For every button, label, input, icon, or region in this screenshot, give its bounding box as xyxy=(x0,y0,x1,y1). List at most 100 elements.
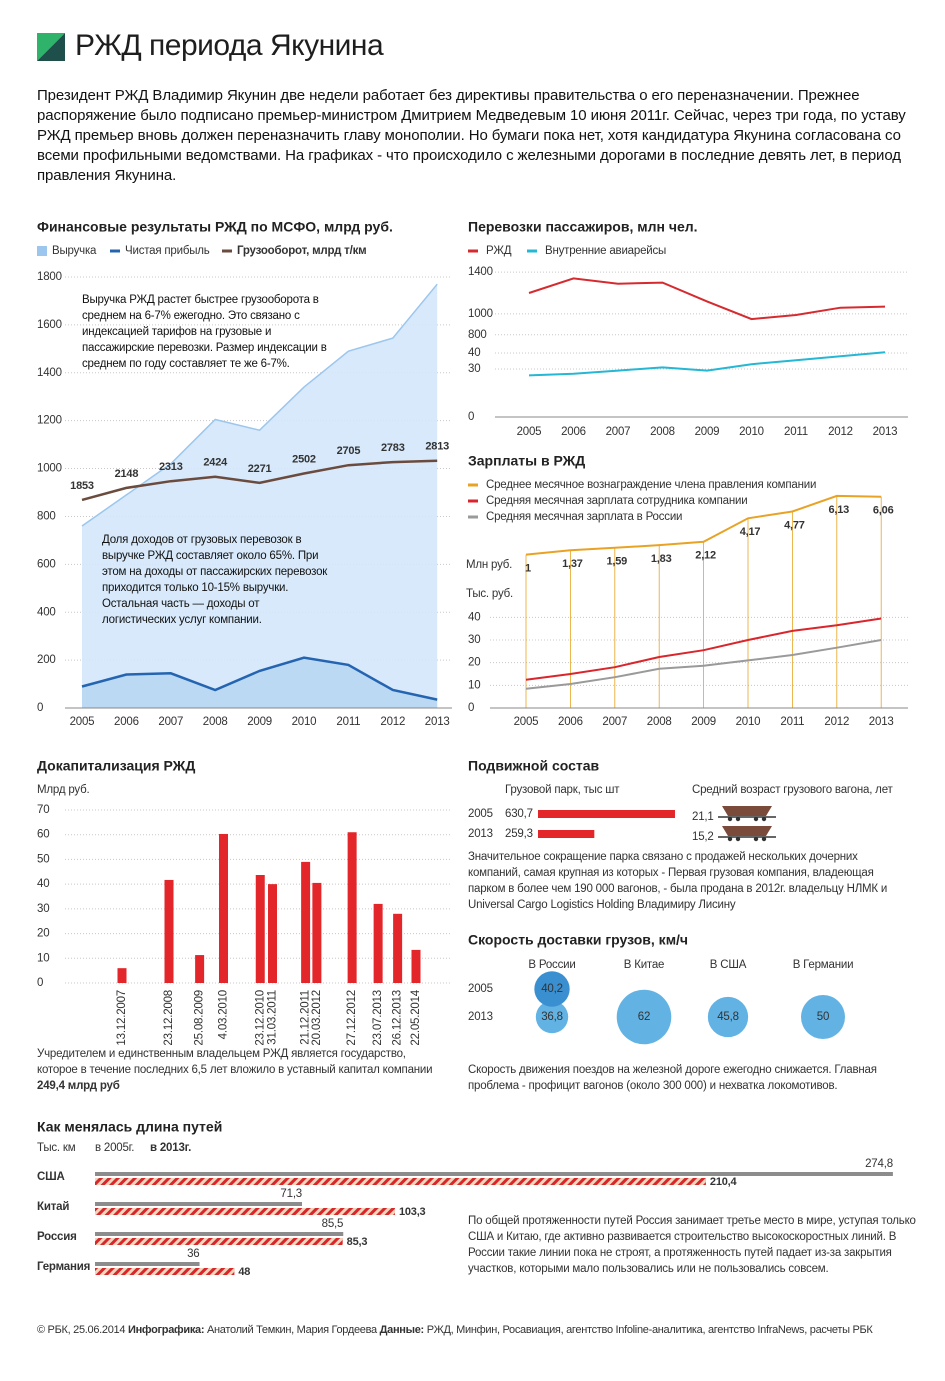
x-tick-label: 2006 xyxy=(114,716,139,728)
chart-title: Скорость доставки грузов, км/ч xyxy=(468,932,688,948)
x-tick-label: 26.12.2013 xyxy=(392,990,404,1046)
legend-swatch xyxy=(468,499,478,503)
data-label: 40,2 xyxy=(541,983,563,995)
y-tick-label: 800 xyxy=(468,329,487,341)
x-tick-label: 2009 xyxy=(695,426,720,438)
bar xyxy=(301,861,311,983)
data-sources: РЖД, Минфин, Росавиация, агентство Infol… xyxy=(426,1324,873,1336)
bar xyxy=(195,955,205,983)
data-label: 36,8 xyxy=(541,1011,563,1023)
x-tick-label: 2008 xyxy=(647,716,672,728)
chart-title: Как менялась длина путей xyxy=(37,1119,222,1135)
wagon-wheel xyxy=(735,816,741,822)
x-tick-label: 13.12.2007 xyxy=(116,990,128,1046)
x-tick-label: 4.03.2010 xyxy=(218,990,230,1039)
column-head: В Германии xyxy=(793,959,854,971)
legend-swatch xyxy=(37,246,47,256)
row-label: Китай xyxy=(37,1201,69,1213)
data-label: 2783 xyxy=(381,442,405,454)
chart-title: Зарплаты в РЖД xyxy=(468,453,585,469)
logo-dark xyxy=(37,33,65,61)
y-tick-label: 10 xyxy=(468,679,480,691)
wagon-wheel xyxy=(753,836,759,842)
bubble xyxy=(535,1000,569,1034)
wagon-icon xyxy=(722,806,772,816)
data-label: 630,7 xyxy=(505,808,533,820)
bar xyxy=(538,830,595,838)
legend-label: Средняя месячная зарплата в России xyxy=(486,511,682,523)
column-head: В России xyxy=(528,959,575,971)
row-label: 2005 xyxy=(468,808,493,820)
y-tick-label: 400 xyxy=(37,606,56,618)
y-tick-label: 1200 xyxy=(37,415,62,427)
data-label: 85,5 xyxy=(322,1218,344,1230)
x-tick-label: 2011 xyxy=(336,716,360,728)
y-tick-label: 800 xyxy=(37,510,56,522)
x-tick-label: 23.07.2013 xyxy=(372,990,384,1046)
axis-title: Тыс. руб. xyxy=(466,588,513,600)
bar xyxy=(347,832,357,983)
graphics-label: Инфографика: xyxy=(127,1324,205,1336)
bar-stripes xyxy=(95,1238,343,1245)
bar xyxy=(538,810,675,818)
axis-title: Тыс. км xyxy=(37,1142,76,1154)
row-label: США xyxy=(37,1171,65,1183)
y-tick-label: 1000 xyxy=(468,308,493,320)
area xyxy=(82,657,438,708)
data-label: 103,3 xyxy=(399,1206,426,1218)
y-tick-label: 20 xyxy=(37,928,49,940)
legend-label: Выручка xyxy=(52,245,97,257)
chart-title: Перевозки пассажиров, млн чел. xyxy=(468,219,698,235)
legend-label: РЖД xyxy=(486,245,512,257)
annotation: Доля доходов от грузовых перевозок в выр… xyxy=(102,534,328,626)
line xyxy=(81,656,438,701)
line xyxy=(525,639,882,690)
bar xyxy=(95,1202,303,1206)
bar xyxy=(219,833,228,983)
line xyxy=(525,617,882,681)
bar xyxy=(117,968,127,983)
row-label: Россия xyxy=(37,1231,77,1243)
wagon-wheel xyxy=(753,816,759,822)
row-label: 2013 xyxy=(468,828,493,840)
column-head: В Китае xyxy=(624,959,665,971)
y-tick-label: 600 xyxy=(37,558,56,570)
line xyxy=(528,351,886,377)
data-label: 2813 xyxy=(425,441,449,453)
y-tick-label: 30 xyxy=(468,363,480,375)
y-tick-label: 1800 xyxy=(37,271,62,283)
annotation: Выручка РЖД растет быстрее грузооборота … xyxy=(82,294,327,370)
footer: © РБК, 25.06.2014 Инфографика: Анатолий … xyxy=(37,1322,927,1338)
bar xyxy=(312,882,322,983)
x-tick-label: 2010 xyxy=(292,716,317,728)
data-label: 1,59 xyxy=(606,556,627,568)
bubble xyxy=(616,989,672,1045)
area xyxy=(82,284,438,708)
y-tick-label: 20 xyxy=(468,657,480,669)
x-tick-label: 2006 xyxy=(561,426,586,438)
x-tick-label: 2007 xyxy=(602,716,627,728)
y-tick-label: 50 xyxy=(37,853,49,865)
bar xyxy=(393,913,403,983)
wagon-wheel xyxy=(735,836,741,842)
data-label: 4,77 xyxy=(784,519,805,531)
x-tick-label: 27.12.2012 xyxy=(346,990,358,1046)
bar xyxy=(255,874,265,983)
data-label: 50 xyxy=(817,1011,829,1023)
note: Учредителем и единственным владельцем РЖ… xyxy=(37,1046,437,1094)
bar xyxy=(268,884,277,983)
legend-label: в 2005г. xyxy=(95,1142,134,1154)
line xyxy=(528,277,886,321)
x-tick-label: 2012 xyxy=(828,426,853,438)
bar xyxy=(95,1172,893,1176)
bubble xyxy=(801,995,845,1039)
y-tick-label: 30 xyxy=(37,903,49,915)
data-label: 2148 xyxy=(115,468,139,480)
legend-swatch xyxy=(110,249,120,253)
y-tick-label: 0 xyxy=(468,411,474,423)
x-tick-label: 2011 xyxy=(780,716,804,728)
wagon-wheel xyxy=(727,836,733,842)
legend-label: Чистая прибыль xyxy=(125,245,210,257)
